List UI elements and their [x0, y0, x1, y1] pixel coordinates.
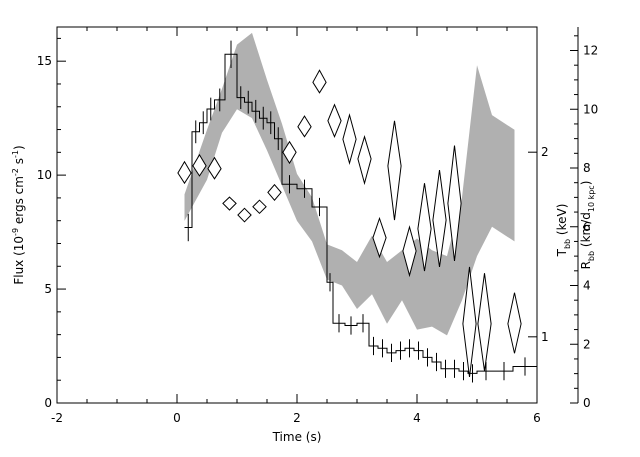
x-tick-label-3: 4 — [413, 411, 421, 425]
temperature-diamond-1 — [192, 153, 207, 177]
x-axis-label: Time (s) — [272, 430, 322, 444]
radius-tick-label-1: 2 — [583, 337, 591, 351]
temperature-diamond-0 — [177, 160, 192, 185]
x-tick-label-1: 0 — [173, 411, 181, 425]
temperature-diamond-16 — [417, 183, 432, 272]
temperature-diamond-19 — [462, 266, 477, 378]
temperature-diamond-2 — [207, 156, 222, 180]
temperature-diamond-21 — [507, 292, 522, 354]
radius-tick-label-0: 0 — [583, 396, 591, 410]
temperature-tick-label-1: 2 — [541, 145, 549, 159]
radius-band — [184, 32, 515, 336]
radius-tick-label-3: 6 — [583, 220, 591, 234]
y-axis-label-radius: Rbb (km/d10 kpc) — [579, 181, 596, 270]
temperature-diamond-14 — [387, 120, 402, 221]
temperature-diamond-4 — [237, 207, 252, 223]
temperature-diamond-15 — [402, 225, 417, 278]
temperature-diamond-17 — [432, 170, 447, 267]
temperature-diamond-9 — [312, 69, 327, 94]
temperature-diamond-11 — [342, 113, 357, 165]
temperature-diamond-5 — [252, 199, 267, 215]
flux-tick-label-3: 15 — [37, 54, 52, 68]
temperature-diamond-12 — [357, 134, 372, 186]
temperature-diamond-18 — [447, 145, 462, 261]
flux-histogram-layer — [184, 40, 537, 383]
flux-tick-label-1: 5 — [44, 282, 52, 296]
x-tick-label-2: 2 — [293, 411, 301, 425]
radius-tick-label-6: 12 — [583, 44, 598, 58]
radius-tick-label-4: 8 — [583, 161, 591, 175]
temperature-diamond-20 — [477, 273, 492, 371]
y-axis-label-temperature: Tbb (keV) — [555, 204, 572, 258]
temperature-diamond-3 — [222, 196, 237, 211]
radius-tick-label-2: 4 — [583, 279, 591, 293]
radius-band-layer — [184, 32, 515, 336]
flux-tick-label-0: 0 — [44, 396, 52, 410]
temperature-diamond-6 — [267, 183, 282, 201]
y-axis-label-flux: Flux (10-9 ergs cm-2 s-1) — [11, 145, 26, 284]
temperature-diamond-layer — [177, 69, 522, 378]
x-tick-label-4: 6 — [533, 411, 541, 425]
temperature-diamond-7 — [282, 140, 297, 165]
x-tick-label-0: -2 — [51, 411, 63, 425]
temperature-diamond-13 — [372, 216, 387, 259]
temperature-diamond-8 — [297, 115, 312, 138]
temperature-tick-label-0: 1 — [541, 330, 549, 344]
flux-tick-label-2: 10 — [37, 168, 52, 182]
temperature-diamond-10 — [327, 103, 342, 139]
radius-tick-label-5: 10 — [583, 102, 598, 116]
